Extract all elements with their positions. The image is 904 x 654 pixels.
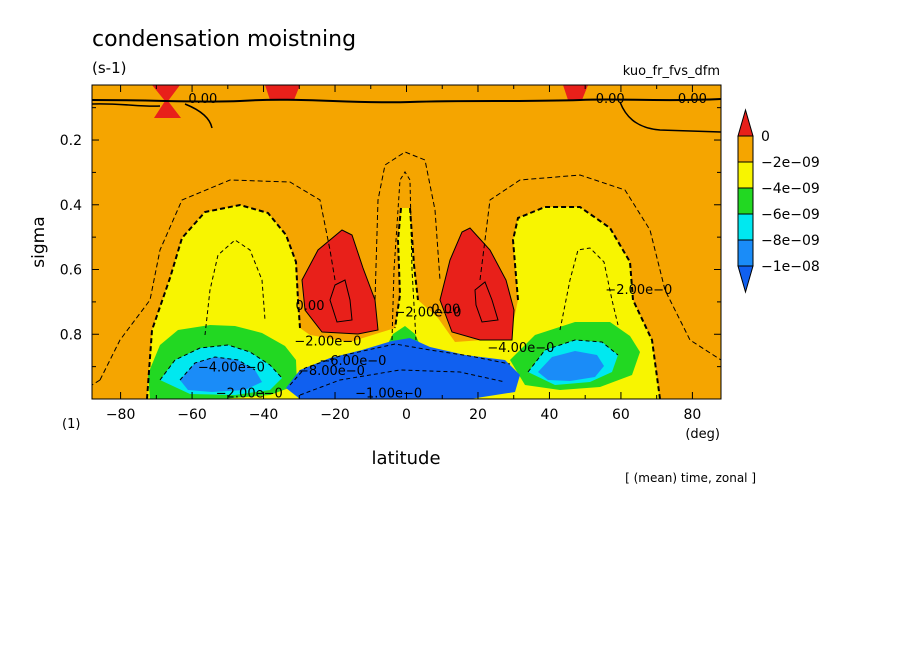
colorbar-label: −2e−09 bbox=[761, 155, 820, 171]
contour-label: −2.00e−0 bbox=[294, 335, 361, 350]
x-tick-label: −20 bbox=[320, 407, 350, 423]
colorbar-swatch bbox=[737, 213, 754, 241]
contour-inner-red bbox=[329, 279, 499, 323]
chart-units: (s-1) bbox=[92, 59, 126, 77]
colorbar-label: −1e−08 bbox=[761, 259, 820, 275]
chart-title: condensation moistning bbox=[92, 27, 356, 52]
colorbar-label: −8e−09 bbox=[761, 233, 820, 249]
contour-dashed-outer bbox=[92, 151, 721, 386]
fill-blue-south bbox=[180, 357, 262, 392]
x-axis: −80 −60 −40 −20 0 20 40 60 80 bbox=[106, 85, 701, 423]
contour-field bbox=[92, 85, 721, 399]
contour-label: −4.00e−0 bbox=[487, 341, 554, 356]
y-axis: 0.2 0.4 0.6 0.8 bbox=[60, 107, 721, 400]
contour-dashed-bottom bbox=[159, 339, 619, 396]
colorbar-swatch bbox=[737, 161, 754, 189]
contour-label: −1.00e−0 bbox=[355, 387, 422, 402]
contour-label: −4.00e−0 bbox=[198, 361, 265, 376]
fill-blue-equator bbox=[286, 338, 520, 399]
colorbar-label: 0 bbox=[761, 129, 770, 145]
colorbar-label: −4e−09 bbox=[761, 181, 820, 197]
contour-label: −2.00e−0 bbox=[394, 306, 461, 321]
y-tick-label: 0.8 bbox=[60, 327, 82, 343]
contour-label: −6.00e−0 bbox=[319, 354, 386, 369]
colorbar-label: −6e−09 bbox=[761, 207, 820, 223]
contour-zero-red-south bbox=[301, 229, 379, 335]
contour-label: 0.00 bbox=[596, 92, 625, 107]
contour-label: 0.00 bbox=[296, 299, 325, 314]
y-tick-label: 0.6 bbox=[60, 263, 82, 279]
y-axis-label: sigma bbox=[29, 216, 49, 267]
x-tick-label: −40 bbox=[249, 407, 279, 423]
x-tick-label: 0 bbox=[402, 407, 411, 423]
experiment-label: kuo_fr_fvs_dfm bbox=[623, 64, 720, 79]
contour-dashed-inner bbox=[146, 203, 661, 399]
colorbar-swatch bbox=[737, 108, 754, 137]
contour-zero-top bbox=[92, 98, 721, 104]
x-tick-label: −80 bbox=[106, 407, 136, 423]
colorbar-swatch bbox=[737, 187, 754, 215]
colorbar-swatch bbox=[737, 135, 754, 163]
x-tick-label: −60 bbox=[177, 407, 207, 423]
x-axis-label: latitude bbox=[371, 448, 440, 469]
contour-label: 0.00 bbox=[678, 92, 707, 107]
contour-label: 0.00 bbox=[431, 302, 460, 317]
contour-label: −8.00e−0 bbox=[298, 364, 365, 379]
fill-red-top-2 bbox=[265, 85, 300, 100]
contour-labels: 0.00 0.00 0.000.00 0.00−2.00e−0−2.00e−0−2.0… bbox=[188, 92, 707, 402]
contour-dashed-thin bbox=[204, 171, 619, 341]
x-tick-label: 80 bbox=[683, 407, 701, 423]
x-axis-unit: (deg) bbox=[685, 427, 720, 442]
contour-label: −2.00e−0 bbox=[605, 283, 672, 298]
fill-red-top-3 bbox=[563, 85, 588, 100]
contour-label: −2.00e−0 bbox=[216, 387, 283, 402]
fill-blue-north bbox=[538, 351, 604, 381]
corner-label: (1) bbox=[62, 417, 80, 432]
footer-note: [ (mean) time, zonal ] bbox=[625, 471, 756, 485]
y-tick-label: 0.2 bbox=[60, 133, 82, 149]
colorbar: 0 −2e−09 −4e−09 −6e−09 −8e−09 −1e−08 bbox=[737, 108, 820, 294]
contour-zero-red-north bbox=[439, 227, 515, 341]
x-tick-label: 40 bbox=[541, 407, 559, 423]
contour-zero-top-2 bbox=[92, 101, 721, 133]
colorbar-swatch bbox=[737, 265, 754, 294]
contour-label: 0.00 bbox=[188, 92, 217, 107]
y-tick-label: 0.4 bbox=[60, 198, 82, 214]
x-tick-label: 20 bbox=[469, 407, 487, 423]
colorbar-swatch bbox=[737, 239, 754, 267]
x-tick-label: 60 bbox=[612, 407, 630, 423]
